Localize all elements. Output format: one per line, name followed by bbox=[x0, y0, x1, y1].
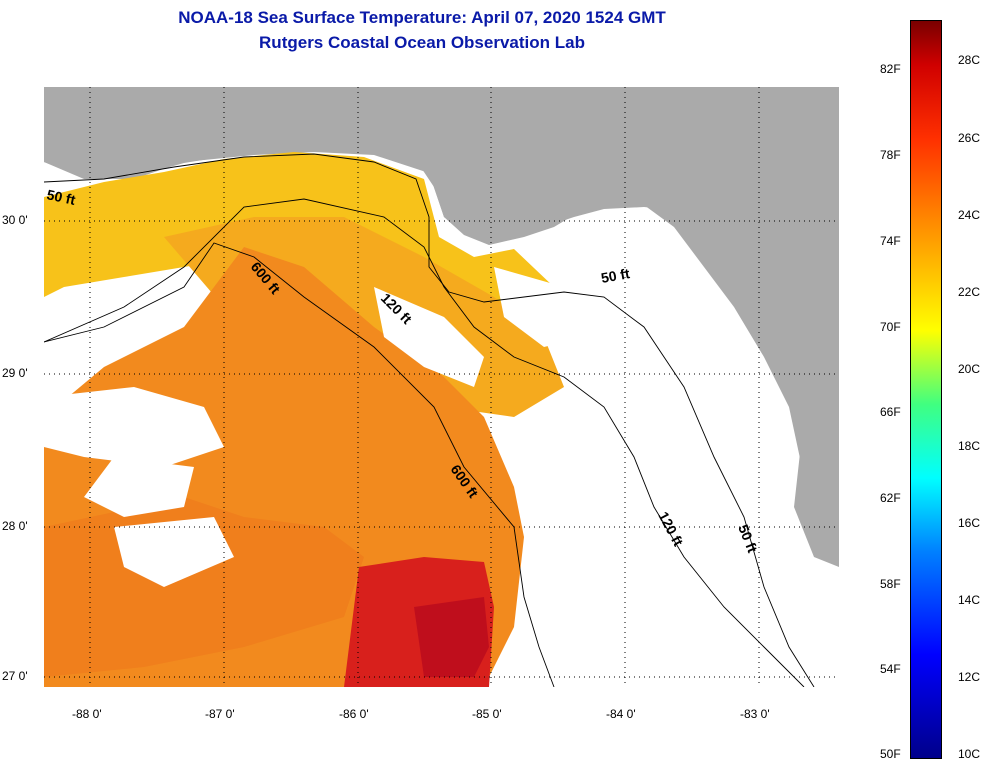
cloud-gap-mid bbox=[84, 457, 194, 517]
cb-f-62: 62F bbox=[880, 491, 901, 505]
cloud-gap-south bbox=[114, 517, 234, 587]
cb-f-70: 70F bbox=[880, 320, 901, 334]
contour-600 bbox=[44, 242, 555, 687]
chart-title: NOAA-18 Sea Surface Temperature: April 0… bbox=[178, 8, 666, 27]
cb-f-74: 74F bbox=[880, 234, 901, 248]
lat-label-28: 28 0' bbox=[2, 519, 28, 533]
map-canvas: 50 ft 600 ft 120 ft 50 ft 600 ft 120 ft … bbox=[44, 87, 839, 687]
lon-label-87: -87 0' bbox=[205, 707, 235, 721]
cb-c-16: 16C bbox=[958, 516, 981, 530]
cb-c-10: 10C bbox=[958, 747, 981, 761]
label-50ft-west: 50 ft bbox=[45, 186, 77, 208]
label-50ft-east-north: 50 ft bbox=[600, 265, 631, 286]
cb-c-12: 12C bbox=[958, 670, 981, 684]
cb-f-54: 54F bbox=[880, 662, 901, 676]
lon-label-83: -83 0' bbox=[740, 707, 770, 721]
cb-f-82: 82F bbox=[880, 62, 901, 76]
lon-label-86: -86 0' bbox=[339, 707, 369, 721]
cb-c-26: 26C bbox=[958, 131, 981, 145]
cb-f-66: 66F bbox=[880, 405, 901, 419]
cb-f-50: 50F bbox=[880, 747, 901, 761]
cb-c-24: 24C bbox=[958, 208, 981, 222]
lat-label-29: 29 0' bbox=[2, 366, 28, 380]
cb-c-14: 14C bbox=[958, 593, 981, 607]
cb-c-22: 22C bbox=[958, 285, 981, 299]
contour-120 bbox=[44, 198, 805, 687]
cloud-gap-east bbox=[374, 287, 484, 387]
depth-contours bbox=[44, 153, 815, 687]
cloud-gap-far-east bbox=[494, 267, 584, 347]
lon-label-84: -84 0' bbox=[606, 707, 636, 721]
cb-c-18: 18C bbox=[958, 439, 981, 453]
sst-map[interactable]: 50 ft 600 ft 120 ft 50 ft 600 ft 120 ft … bbox=[44, 87, 839, 687]
cb-c-28: 28C bbox=[958, 53, 981, 67]
lon-label-88: -88 0' bbox=[72, 707, 102, 721]
land-north bbox=[44, 87, 839, 557]
contour-50 bbox=[44, 153, 815, 687]
graticule bbox=[44, 87, 839, 687]
cb-f-78: 78F bbox=[880, 148, 901, 162]
lat-label-30: 30 0' bbox=[2, 213, 28, 227]
lat-label-27: 27 0' bbox=[2, 669, 28, 683]
temperature-colorbar bbox=[910, 20, 942, 759]
cb-f-58: 58F bbox=[880, 577, 901, 591]
cb-c-20: 20C bbox=[958, 362, 981, 376]
sst-red-patch bbox=[414, 597, 489, 677]
lon-label-85: -85 0' bbox=[472, 707, 502, 721]
chart-subtitle: Rutgers Coastal Ocean Observation Lab bbox=[259, 33, 585, 52]
cloud-gap-west bbox=[44, 387, 224, 467]
